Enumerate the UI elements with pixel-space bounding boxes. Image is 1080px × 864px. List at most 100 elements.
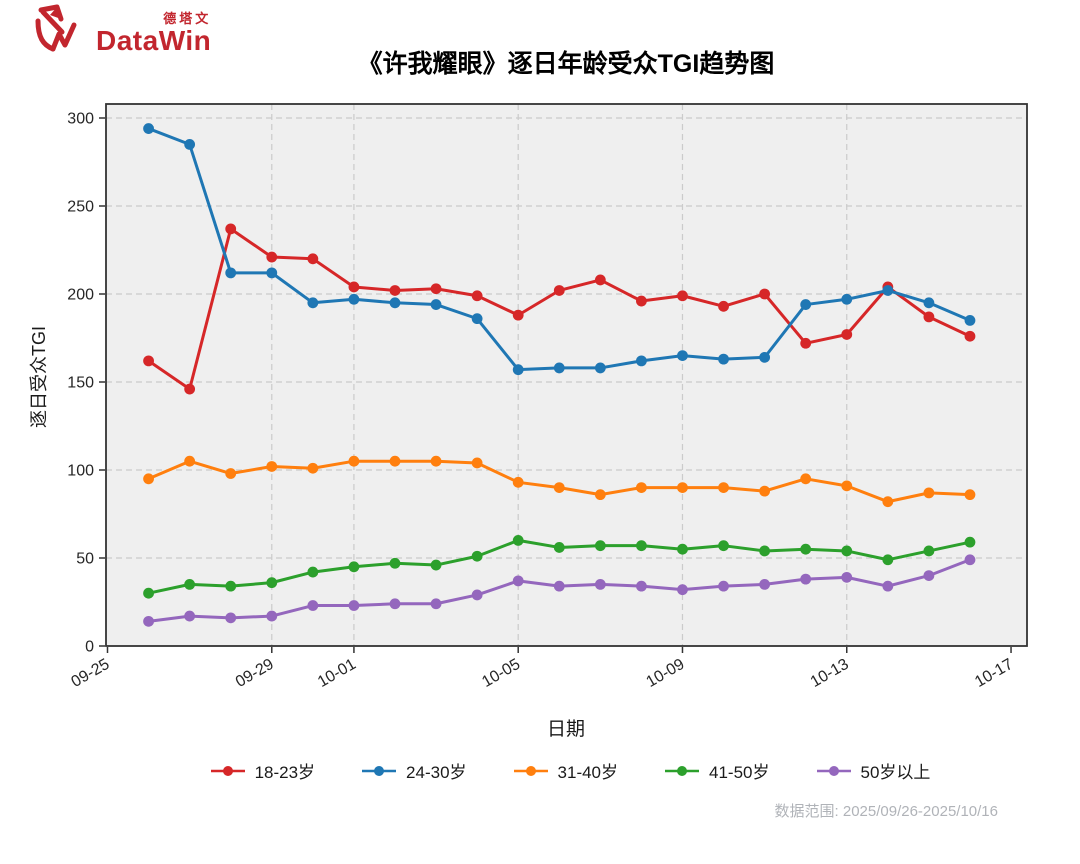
y-tick-label: 100 — [67, 463, 94, 480]
data-point — [184, 455, 196, 467]
data-point — [430, 283, 442, 295]
data-point — [184, 610, 196, 622]
logo-text: 德塔文 DataWin — [96, 12, 211, 56]
data-point — [471, 313, 483, 325]
data-point — [307, 600, 319, 611]
data-point — [512, 575, 524, 587]
data-point — [389, 285, 401, 296]
data-point — [882, 580, 894, 592]
data-point — [964, 536, 976, 548]
data-point — [225, 223, 237, 235]
x-tick-label: 10-17 — [972, 656, 1016, 691]
legend-item-3: 41-50岁 — [664, 758, 770, 783]
data-point — [718, 540, 729, 552]
y-tick-label: 200 — [67, 287, 94, 304]
logo-brand-cn: 德塔文 — [163, 11, 212, 26]
data-point — [553, 580, 565, 592]
data-point — [718, 353, 729, 365]
legend-label: 18-23岁 — [254, 763, 316, 782]
data-point — [266, 267, 278, 279]
data-point — [964, 315, 976, 326]
data-point — [471, 550, 483, 562]
data-point — [882, 554, 894, 566]
data-point — [841, 545, 853, 557]
data-point — [512, 535, 524, 546]
data-point — [225, 267, 237, 279]
data-point — [923, 570, 935, 581]
data-point — [430, 455, 442, 467]
data-point — [636, 482, 647, 493]
data-point — [841, 571, 853, 583]
data-point — [184, 579, 196, 590]
data-point — [718, 580, 729, 592]
data-point — [594, 579, 606, 590]
legend-dot — [828, 765, 839, 776]
x-tick-label: 10-13 — [808, 656, 852, 691]
data-range-note: 数据范围: 2025/09/26-2025/10/16 — [774, 803, 998, 820]
chart-legend: 18-23岁 24-30岁 31-40岁 41-50岁 50岁以上 — [70, 758, 1070, 783]
data-point — [143, 615, 154, 627]
data-point — [718, 482, 729, 493]
data-point — [389, 598, 401, 610]
datawin-logo-icon — [35, 4, 77, 52]
data-point — [348, 600, 360, 611]
data-point — [471, 457, 483, 469]
data-point — [143, 123, 154, 134]
legend-item-4: 50岁以上 — [816, 758, 931, 783]
data-point — [759, 351, 771, 363]
data-point — [882, 496, 894, 508]
data-point — [225, 468, 237, 479]
data-point — [923, 545, 935, 557]
data-point — [143, 587, 154, 599]
data-point — [512, 309, 524, 321]
data-point — [677, 290, 688, 302]
y-axis-label: 逐日受众TGI — [29, 326, 49, 428]
legend-item-2: 31-40岁 — [513, 758, 618, 783]
data-point — [882, 285, 894, 296]
legend-dot — [222, 765, 233, 776]
data-point — [677, 543, 688, 555]
y-tick-label: 50 — [76, 551, 94, 568]
data-point — [636, 355, 647, 367]
data-point — [307, 253, 319, 265]
legend-item-1: 24-30岁 — [361, 758, 467, 783]
legend-dot — [374, 765, 385, 776]
data-point — [800, 337, 812, 349]
legend-marker-icon — [513, 765, 548, 776]
data-point — [636, 295, 647, 307]
data-point — [266, 461, 278, 472]
data-point — [512, 364, 524, 376]
data-point — [594, 274, 606, 286]
legend-dot — [677, 765, 688, 776]
data-point — [594, 489, 606, 501]
legend-label: 31-40岁 — [557, 763, 619, 782]
legend-label: 41-50岁 — [709, 763, 770, 782]
data-point — [307, 462, 319, 474]
data-point — [841, 293, 853, 305]
legend-label: 50岁以上 — [860, 763, 931, 782]
data-point — [184, 139, 196, 150]
data-point — [348, 281, 360, 293]
data-point — [389, 557, 401, 569]
data-point — [718, 300, 729, 312]
data-point — [800, 573, 812, 585]
legend-label: 24-30岁 — [406, 763, 467, 782]
data-point — [923, 311, 935, 323]
data-point — [759, 579, 771, 590]
data-point — [389, 455, 401, 467]
data-point — [800, 473, 812, 485]
data-point — [677, 482, 688, 493]
data-point — [553, 285, 565, 296]
data-point — [225, 580, 237, 592]
data-point — [430, 598, 442, 610]
data-point — [964, 489, 976, 501]
data-point — [266, 610, 278, 622]
y-tick-label: 150 — [67, 375, 94, 392]
data-point — [964, 330, 976, 342]
chart-title: 《许我耀眼》逐日年龄受众TGI趋势图 — [357, 50, 775, 78]
data-point — [553, 362, 565, 374]
data-point — [266, 577, 278, 589]
legend-dot — [525, 765, 536, 776]
data-point — [594, 362, 606, 374]
data-point — [759, 485, 771, 497]
